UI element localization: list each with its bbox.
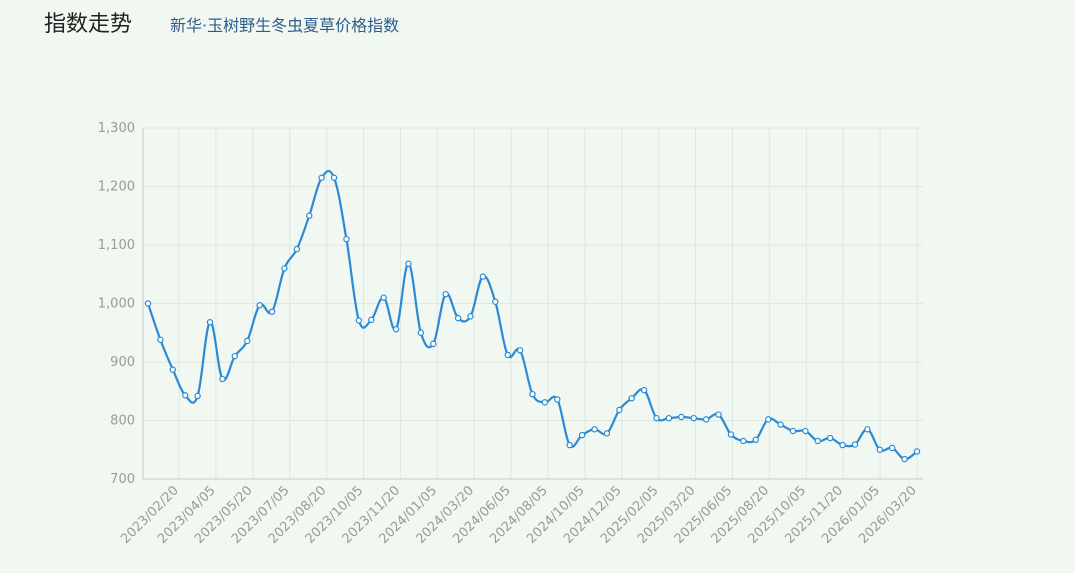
data-point xyxy=(566,441,573,449)
data-point xyxy=(616,406,623,414)
y-tick-label: 700 xyxy=(110,472,135,487)
data-point xyxy=(206,319,214,326)
y-tick-label: 1,300 xyxy=(98,121,135,136)
data-point xyxy=(752,436,759,444)
data-point xyxy=(888,444,896,452)
axis-layer xyxy=(142,128,923,480)
data-point xyxy=(653,414,660,422)
data-point xyxy=(777,421,784,428)
data-point xyxy=(306,212,313,219)
data-point xyxy=(417,329,425,336)
data-point xyxy=(516,347,524,354)
data-point xyxy=(492,298,499,305)
data-point xyxy=(281,265,288,272)
data-point xyxy=(442,290,449,298)
data-point xyxy=(628,395,635,402)
y-tick-label: 1,200 xyxy=(98,180,135,195)
data-point xyxy=(479,273,487,280)
data-point xyxy=(392,326,400,333)
data-point xyxy=(330,174,338,181)
data-point xyxy=(603,430,611,437)
data-point xyxy=(144,300,152,307)
data-point xyxy=(194,392,201,400)
data-point xyxy=(764,416,772,423)
data-point xyxy=(244,337,251,345)
data-point xyxy=(268,308,276,315)
data-point xyxy=(157,336,164,343)
series-line xyxy=(146,169,918,461)
data-point xyxy=(864,426,871,433)
data-point xyxy=(380,294,387,301)
y-tick-label: 800 xyxy=(110,414,135,429)
data-point xyxy=(256,302,263,309)
y-tick-label: 1,000 xyxy=(98,297,135,312)
data-point xyxy=(591,426,598,433)
data-point xyxy=(715,411,722,418)
data-point xyxy=(901,455,908,463)
data-point xyxy=(876,446,883,453)
data-point xyxy=(851,441,859,448)
data-point xyxy=(219,375,226,383)
data-point xyxy=(839,441,846,449)
data-point-layer xyxy=(144,174,921,463)
data-point xyxy=(454,314,462,322)
tick-label-layer: 7008009001,0001,1001,2001,3002023/02/202… xyxy=(98,121,920,547)
data-point xyxy=(740,437,747,445)
data-point xyxy=(405,260,412,267)
data-point xyxy=(541,399,549,406)
data-point xyxy=(182,392,189,399)
y-tick-label: 900 xyxy=(110,355,135,370)
data-point xyxy=(554,396,561,403)
data-point xyxy=(169,366,177,373)
series-line-layer xyxy=(146,169,918,461)
data-point xyxy=(231,352,239,360)
data-point xyxy=(690,414,697,422)
data-point xyxy=(826,434,834,442)
data-point xyxy=(802,427,809,435)
data-point xyxy=(640,386,648,394)
data-point xyxy=(702,416,710,423)
data-point xyxy=(355,317,363,324)
data-point xyxy=(814,437,821,445)
data-point xyxy=(467,313,474,320)
chart-header: 指数走势 新华·玉树野生冬虫夏草价格指数 xyxy=(44,6,399,38)
data-point xyxy=(293,245,301,253)
data-point xyxy=(678,413,685,421)
data-point xyxy=(789,427,797,435)
data-point xyxy=(913,448,921,455)
data-point xyxy=(430,340,437,348)
page-title: 指数走势 xyxy=(44,12,133,37)
data-point xyxy=(343,235,350,243)
data-point xyxy=(318,174,325,181)
chart-subtitle: 新华·玉树野生冬虫夏草价格指数 xyxy=(170,16,400,35)
data-point xyxy=(368,316,375,324)
data-point xyxy=(504,351,511,359)
data-point xyxy=(578,431,586,439)
data-point xyxy=(665,414,673,422)
data-point xyxy=(727,431,735,438)
data-point xyxy=(529,390,536,398)
y-tick-label: 1,100 xyxy=(98,238,135,253)
